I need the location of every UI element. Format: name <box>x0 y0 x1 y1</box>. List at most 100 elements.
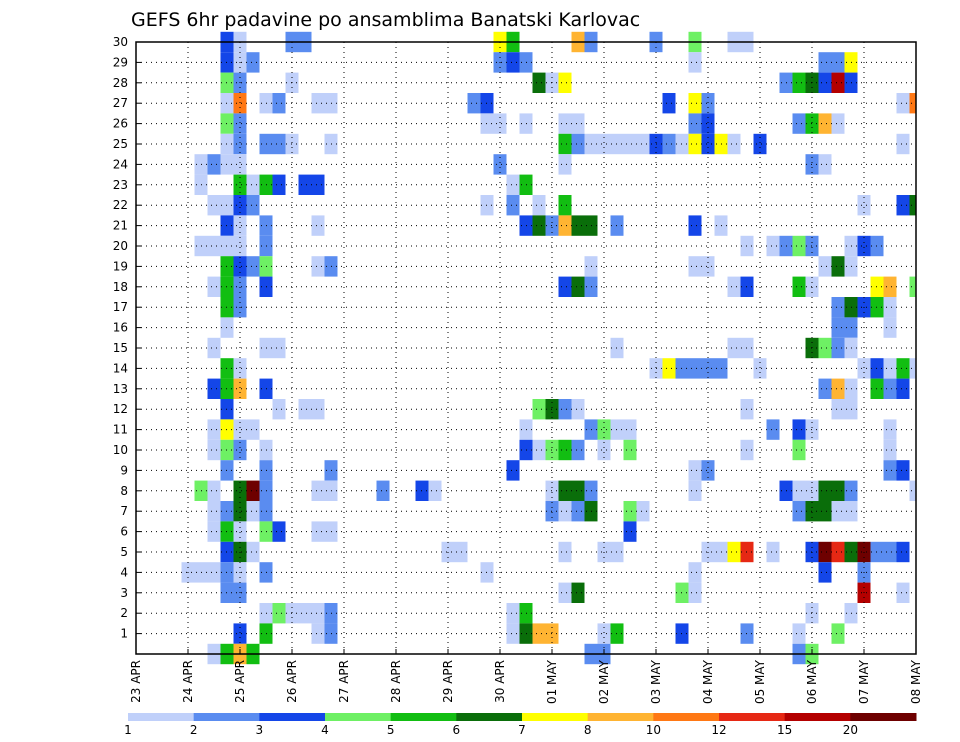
heatmap-cell <box>311 256 325 277</box>
legend-swatch <box>259 713 326 721</box>
legend-swatch <box>653 713 720 721</box>
heatmap-cell <box>493 154 507 175</box>
heatmap-cell <box>688 562 702 583</box>
heatmap-cell <box>272 133 286 155</box>
heatmap-cell <box>857 195 871 216</box>
heatmap-cell <box>246 501 260 522</box>
heatmap-cell <box>727 541 741 563</box>
y-tick-label: 13 <box>113 382 128 396</box>
y-tick-label: 29 <box>113 55 128 69</box>
heatmap-cell <box>831 501 845 522</box>
heatmap-cell <box>246 256 260 277</box>
legend-swatch <box>719 713 786 721</box>
heatmap-cell <box>766 419 780 440</box>
heatmap-cell <box>688 215 702 236</box>
heatmap-cell <box>298 603 312 624</box>
legend-swatch <box>456 713 523 721</box>
heatmap-cell <box>233 93 247 114</box>
heatmap-cell <box>623 133 637 155</box>
heatmap-cell <box>831 317 845 338</box>
heatmap-cell <box>233 378 247 399</box>
heatmap-cell <box>571 439 585 461</box>
heatmap-cell <box>792 480 806 501</box>
heatmap-cell <box>272 93 286 114</box>
heatmap-cell <box>571 501 585 522</box>
heatmap-cell <box>571 133 585 155</box>
heatmap-cell <box>883 439 897 461</box>
heatmap-cell <box>558 215 572 236</box>
x-tick-label: 01 MAY <box>545 659 559 704</box>
legend-label: 5 <box>387 723 395 737</box>
x-tick-label: 23 APR <box>129 660 143 703</box>
heatmap-cell <box>688 256 702 277</box>
heatmap-cell <box>623 501 637 522</box>
heatmap-cell <box>636 133 650 155</box>
heatmap-cell <box>688 133 702 155</box>
heatmap-cell <box>909 358 916 379</box>
heatmap-cell <box>233 623 247 644</box>
legend-label: 20 <box>843 723 858 737</box>
heatmap-cell <box>818 480 832 501</box>
heatmap-cell <box>831 337 845 359</box>
heatmap-cell <box>506 460 520 481</box>
heatmap-cell <box>896 93 910 114</box>
heatmap-cell <box>792 276 806 297</box>
heatmap-cell <box>558 399 572 420</box>
heatmap-cell <box>571 276 585 297</box>
heatmap-cell <box>688 113 702 134</box>
heatmap-cell <box>493 113 507 134</box>
heatmap-cell <box>792 623 806 644</box>
heatmap-cell <box>246 419 260 440</box>
y-tick-label: 30 <box>113 35 128 49</box>
heatmap-cell <box>532 195 546 216</box>
heatmap-cell <box>831 378 845 399</box>
x-tick-label: 27 APR <box>337 660 351 703</box>
heatmap-cell <box>272 521 286 542</box>
legend-swatch <box>587 713 654 721</box>
heatmap-cell <box>662 358 676 379</box>
heatmap-cell <box>558 133 572 155</box>
x-tick-label: 25 APR <box>233 660 247 703</box>
x-tick-label: 24 APR <box>181 660 195 703</box>
y-tick-label: 11 <box>113 423 128 437</box>
heatmap-cell <box>818 562 832 583</box>
legend-label: 6 <box>453 723 461 737</box>
heatmap-cell <box>818 154 832 175</box>
heatmap-cell <box>792 235 806 257</box>
legend-swatch <box>128 713 195 721</box>
heatmap-cell <box>727 133 741 155</box>
heatmap-cell <box>233 501 247 522</box>
heatmap-cell <box>506 52 520 73</box>
heatmap-cell <box>558 480 572 501</box>
legend-swatch <box>193 713 260 721</box>
x-tick-label: 04 MAY <box>701 659 715 704</box>
heatmap-cell <box>792 72 806 93</box>
y-tick-label: 24 <box>113 157 128 171</box>
heatmap-cell <box>207 195 221 216</box>
heatmap-cell <box>311 623 325 644</box>
heatmap-cell <box>623 439 637 461</box>
heatmap-cell <box>701 133 715 155</box>
heatmap-cell <box>831 399 845 420</box>
heatmap-cell <box>311 480 325 501</box>
y-tick-label: 14 <box>113 361 128 375</box>
heatmap-cell <box>207 154 221 175</box>
x-tick-label: 30 APR <box>493 660 507 703</box>
heatmap-cell <box>246 541 260 563</box>
legend-swatch <box>784 713 851 721</box>
heatmap-cell <box>818 113 832 134</box>
y-tick-label: 17 <box>113 300 128 314</box>
heatmap-cell <box>831 297 845 318</box>
heatmap-cell <box>857 358 871 379</box>
heatmap-cell <box>818 256 832 277</box>
heatmap-cell <box>831 541 845 563</box>
heatmap-cell <box>688 460 702 481</box>
heatmap-cell <box>896 378 910 399</box>
heatmap-cell <box>233 113 247 134</box>
x-tick-label: 07 MAY <box>857 659 871 704</box>
heatmap-cell <box>831 52 845 73</box>
heatmap-cell <box>207 562 221 583</box>
y-tick-label: 15 <box>113 341 128 355</box>
y-tick-label: 10 <box>113 443 128 457</box>
heatmap-cell <box>883 358 897 379</box>
